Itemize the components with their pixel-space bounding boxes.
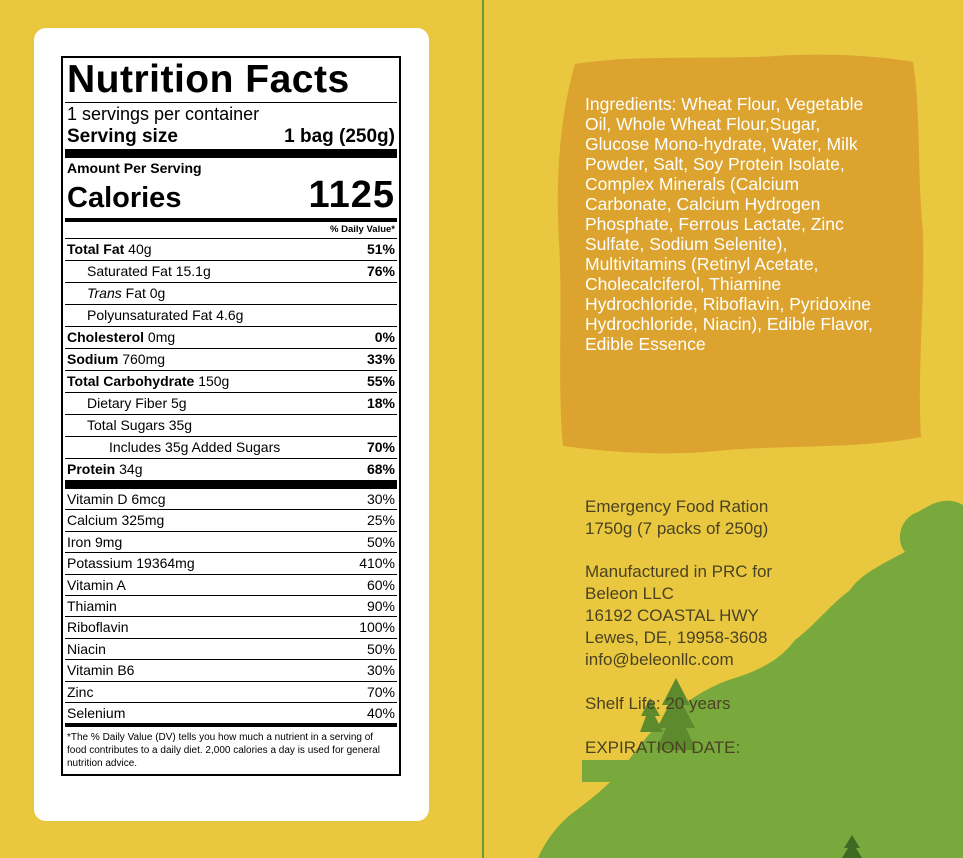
nutrient-row-saturated-fat: Saturated Fat 15.1g 76% [65, 260, 397, 282]
nutrient-row-cholesterol: Cholesterol 0mg 0% [65, 326, 397, 348]
daily-value-header: % Daily Value* [330, 224, 395, 235]
nutrient-row-dietary-fiber: Dietary Fiber 5g 18% [65, 392, 397, 414]
shelf-life: Shelf Life: 20 years [585, 694, 731, 713]
ingredients-background-shape [557, 54, 924, 454]
expiration-date-label: EXPIRATION DATE: [585, 738, 741, 757]
vitamin-row: Zinc 70% [65, 680, 397, 702]
tree-icon [842, 835, 862, 858]
nutrient-row-trans-fat: Trans Fat 0g [65, 282, 397, 304]
vitamin-row: Vitamin B6 30% [65, 659, 397, 680]
vitamin-row: Niacin 50% [65, 637, 397, 659]
nutrition-facts-label: Nutrition Facts 1 servings per container… [61, 56, 401, 777]
nutrient-row-total-carbohydrate: Total Carbohydrate 150g 55% [65, 370, 397, 392]
calories-value: 1125 [308, 174, 395, 216]
product-description: Emergency Food Ration 1750g (7 packs of … [585, 497, 769, 538]
panel-fold-line [482, 0, 484, 858]
vitamin-list: Vitamin D 6mcg 30% Calcium 325mg 25% Iron … [65, 489, 397, 723]
nutrition-facts-card: Nutrition Facts 1 servings per container… [34, 28, 429, 821]
serving-size-label: Serving size [67, 126, 178, 147]
nutrient-row-total-sugars: Total Sugars 35g [65, 414, 397, 436]
nutrient-row-sodium: Sodium 760mg 33% [65, 348, 397, 370]
expiration-date-field [582, 760, 644, 782]
calories-label: Calories [67, 182, 182, 214]
servings-per-container: 1 servings per container [67, 104, 260, 124]
daily-value-footnote: *The % Daily Value (DV) tells you how mu… [67, 732, 380, 770]
serving-size-row: Serving size 1 bag (250g) [65, 125, 397, 149]
contact-email: info@beleonllc.com [585, 650, 734, 669]
nutrient-row-total-fat: Total Fat 40g 51% [65, 238, 397, 260]
vitamin-row: Thiamin 90% [65, 595, 397, 616]
vitamin-row: Vitamin D 6mcg 30% [67, 491, 395, 507]
vitamin-row: Potassium 19364mg 410% [65, 552, 397, 573]
vitamin-row: Calcium 325mg 25% [65, 509, 397, 530]
vitamin-row: Iron 9mg 50% [65, 530, 397, 552]
tree-icon [640, 678, 696, 750]
manufacturer-info: Manufactured in PRC for Beleon LLC 16192… [585, 562, 773, 669]
vitamin-row: Vitamin A 60% [65, 573, 397, 595]
amount-per-serving: Amount Per Serving [67, 160, 202, 176]
ingredients-text: Ingredients: Wheat Flour, Vegetable Oil,… [585, 94, 873, 354]
vitamin-row: Riboflavin 100% [65, 616, 397, 637]
nutrient-row-polyunsaturated-fat: Polyunsaturated Fat 4.6g [65, 304, 397, 326]
nutrient-row-protein: Protein 34g 68% [65, 458, 397, 480]
serving-size-value: 1 bag (250g) [284, 126, 395, 147]
nutrition-facts-title: Nutrition Facts [67, 58, 350, 101]
nutrient-row-added-sugars: Includes 35g Added Sugars 70% [65, 436, 397, 458]
calories-row: Calories 1125 [65, 176, 397, 214]
vitamin-row: Selenium 40% [65, 702, 397, 723]
